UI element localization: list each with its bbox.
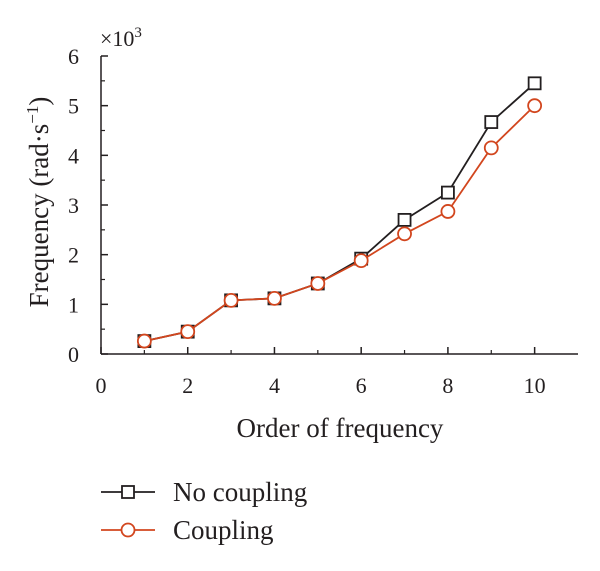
y-tick-label: 0	[68, 342, 79, 367]
legend-marker	[120, 522, 136, 538]
data-point	[397, 226, 412, 242]
y-multiplier: ×103	[100, 25, 142, 51]
legend: No coupling Coupling	[101, 477, 307, 545]
y-tick-label: 5	[68, 94, 79, 119]
x-ticks: 0 2 4 6 8 10	[96, 347, 546, 398]
data-point	[310, 276, 326, 291]
y-tick-label: 3	[68, 193, 79, 218]
y-tick-label: 2	[68, 243, 79, 268]
x-tick-label: 4	[269, 373, 280, 398]
data-point	[223, 292, 239, 308]
legend-item: No coupling	[101, 477, 307, 507]
series-layer	[136, 76, 543, 349]
series-2	[136, 98, 543, 349]
y-ticks: 0 1 2 3 4 5 6	[68, 44, 108, 367]
data-point	[353, 253, 369, 269]
series-line	[144, 82, 536, 342]
x-tick-label: 6	[356, 373, 367, 398]
y-tick-label: 4	[68, 143, 79, 168]
x-axis-title: Order of frequency	[237, 413, 444, 443]
data-point	[484, 115, 499, 129]
data-point	[441, 185, 455, 200]
series-line	[144, 105, 536, 342]
x-tick-label: 2	[182, 373, 193, 398]
x-tick-label: 0	[96, 373, 107, 398]
y-tick-label: 1	[68, 292, 79, 317]
data-point	[136, 333, 152, 349]
y-axis-title: Frequency (rad·s−1)	[23, 97, 54, 308]
legend-label: Coupling	[173, 515, 274, 545]
data-point	[180, 324, 196, 340]
x-tick-label: 10	[524, 373, 546, 398]
data-point	[527, 76, 542, 91]
data-point	[397, 212, 412, 227]
axes	[100, 56, 578, 355]
series-1	[137, 76, 542, 348]
data-point	[267, 290, 282, 306]
legend-label: No coupling	[173, 477, 307, 507]
y-tick-label: 6	[68, 44, 79, 69]
legend-marker	[121, 485, 135, 499]
data-point	[527, 98, 543, 114]
data-point	[440, 204, 456, 219]
legend-item: Coupling	[101, 515, 274, 545]
data-point	[483, 140, 499, 156]
x-tick-label: 8	[442, 373, 453, 398]
